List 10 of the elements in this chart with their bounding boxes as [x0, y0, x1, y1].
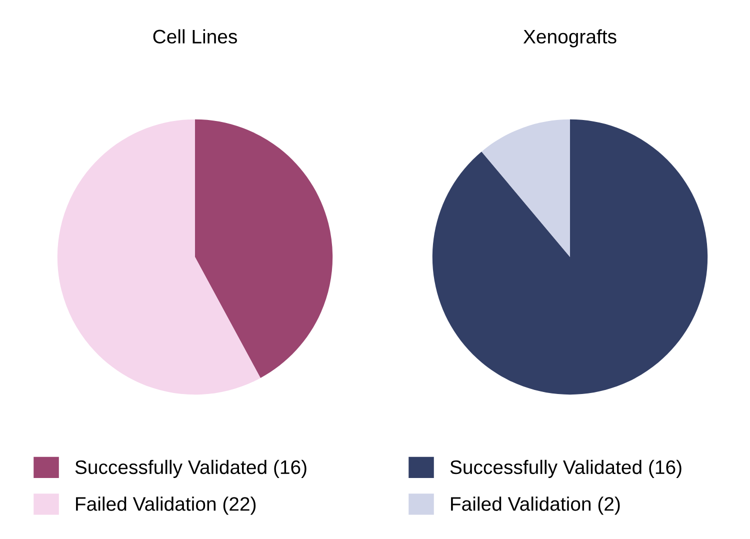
pie-slice — [195, 119, 333, 378]
legend-label: Failed Validation (22) — [76, 496, 256, 515]
pie-slice — [57, 119, 260, 395]
chart-title: Cell Lines — [153, 29, 237, 44]
pie-slice — [482, 119, 570, 257]
legend-label: Successfully Validated (16) — [75, 460, 306, 478]
chart-title: Xenografts — [523, 29, 616, 48]
pie-slice — [432, 119, 708, 395]
legend-label: Successfully Validated (16) — [450, 460, 682, 478]
legend-label: Failed Validation (2) — [451, 496, 620, 515]
